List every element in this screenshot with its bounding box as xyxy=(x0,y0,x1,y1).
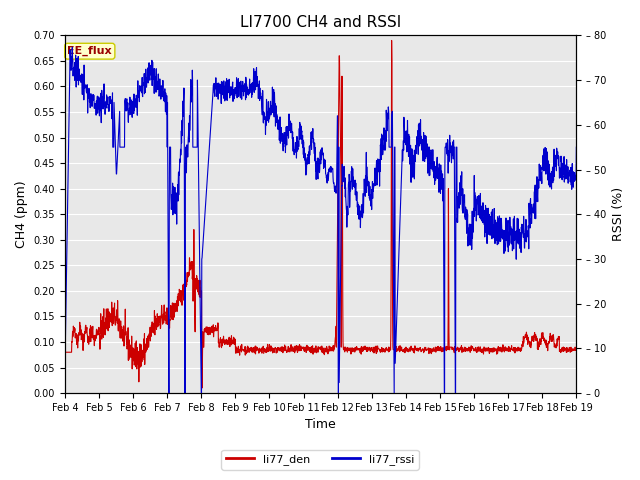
Y-axis label: RSSI (%): RSSI (%) xyxy=(612,187,625,241)
Legend: li77_den, li77_rssi: li77_den, li77_rssi xyxy=(221,450,419,469)
Y-axis label: CH4 (ppm): CH4 (ppm) xyxy=(15,180,28,248)
Title: LI7700 CH4 and RSSI: LI7700 CH4 and RSSI xyxy=(240,15,401,30)
Text: EE_flux: EE_flux xyxy=(67,46,112,56)
X-axis label: Time: Time xyxy=(305,419,336,432)
